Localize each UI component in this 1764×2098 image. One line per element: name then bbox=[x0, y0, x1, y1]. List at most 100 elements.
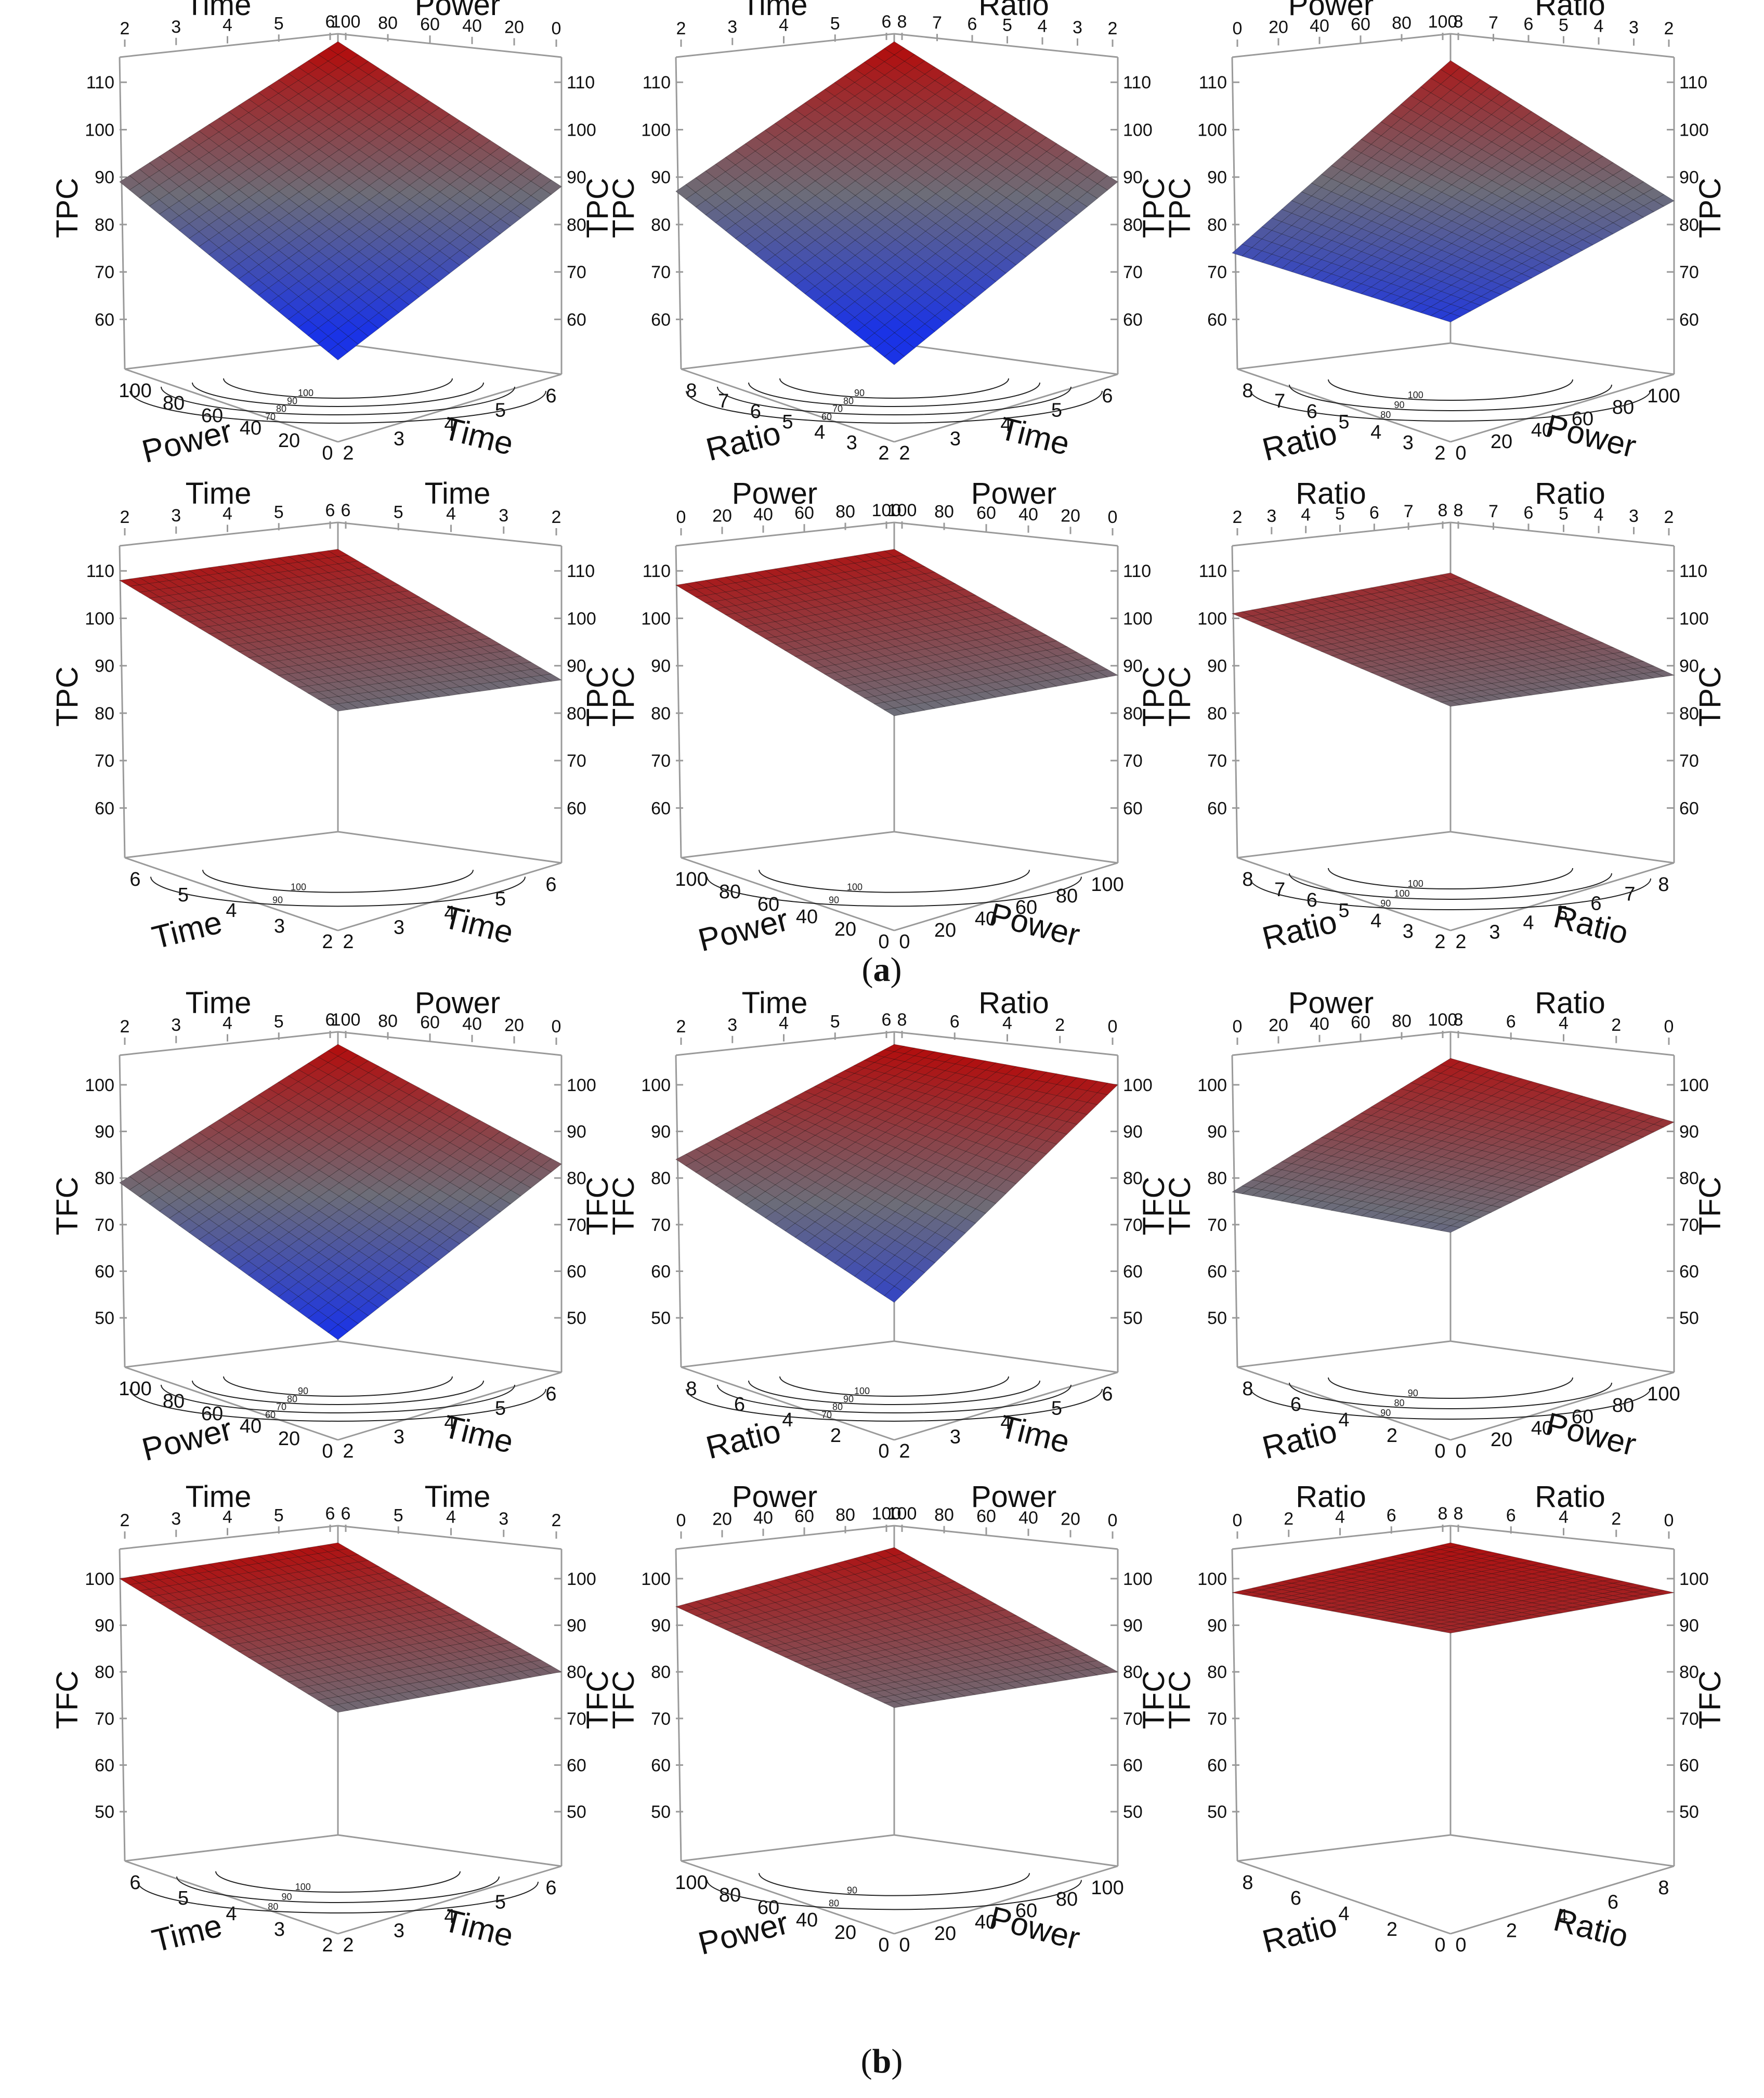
box-edge bbox=[894, 831, 1118, 864]
z-axis-title-left: TPC bbox=[607, 666, 641, 727]
box-edge bbox=[124, 831, 338, 859]
floor-tick-label-right: 20 bbox=[934, 920, 956, 941]
floor-tick-label-right: 0 bbox=[1455, 1440, 1466, 1462]
box-edge bbox=[337, 521, 562, 547]
box-edge bbox=[1237, 1340, 1451, 1368]
floor-tick-label-left: 4 bbox=[814, 422, 825, 443]
floor-tick-label-right: 6 bbox=[545, 1383, 556, 1405]
z-tick-label-left: 100 bbox=[85, 1076, 114, 1095]
contour-label: 100 bbox=[298, 388, 313, 398]
top-tick-label-left: 100 bbox=[872, 501, 901, 520]
contour-line bbox=[779, 378, 1009, 399]
top-tick-label-right: 100 bbox=[331, 12, 361, 32]
contour-line bbox=[1289, 384, 1612, 411]
floor-tick-label-right: 100 bbox=[1647, 1383, 1680, 1405]
top-tick-label-right: 2 bbox=[1611, 1015, 1621, 1035]
contour-label: 80 bbox=[1394, 1398, 1405, 1408]
contour-label: 80 bbox=[276, 404, 286, 414]
floor-tick-label-right: 8 bbox=[1658, 874, 1669, 896]
floor-tick-label-right: 3 bbox=[950, 1426, 961, 1448]
floor-tick-label-left: 6 bbox=[129, 869, 140, 890]
top-tick-label-left: 2 bbox=[676, 1017, 686, 1037]
top-right-axis-title: Ratio bbox=[978, 0, 1049, 22]
box-edge bbox=[1237, 831, 1451, 859]
z-tick-label-right: 100 bbox=[1123, 120, 1153, 140]
z-tick-label-left: 90 bbox=[1207, 168, 1227, 188]
box-edge bbox=[675, 57, 682, 370]
top-tick-label-left: 2 bbox=[1233, 507, 1243, 527]
top-tick-label-right: 7 bbox=[1488, 13, 1498, 33]
top-tick-label-left: 4 bbox=[223, 1014, 232, 1033]
z-tick-label-left: 60 bbox=[95, 1262, 114, 1282]
floor-tick-label-right: 0 bbox=[899, 931, 910, 953]
contour-label: 90 bbox=[829, 895, 839, 906]
contour-line bbox=[1250, 1387, 1651, 1420]
z-tick-label-left: 70 bbox=[651, 263, 671, 282]
top-tick-label-right: 8 bbox=[1454, 501, 1464, 520]
z-tick-label-right: 60 bbox=[1123, 310, 1143, 330]
top-tick-label-left: 100 bbox=[1428, 12, 1458, 32]
response-surface bbox=[675, 549, 1119, 716]
surface-facet bbox=[1096, 669, 1119, 677]
z-tick-label-right: 50 bbox=[1679, 1308, 1699, 1328]
top-tick-label-left: 5 bbox=[274, 1012, 284, 1031]
box-edge bbox=[124, 342, 338, 370]
z-tick-label-left: 60 bbox=[1207, 1262, 1227, 1282]
box-edge bbox=[119, 1031, 338, 1056]
floor-tick-label-left: 7 bbox=[1274, 390, 1285, 412]
top-tick-label-right: 0 bbox=[1108, 1017, 1118, 1037]
z-tick-label-left: 80 bbox=[651, 215, 671, 235]
box-edge bbox=[337, 862, 562, 932]
floor-tick-label-left: 3 bbox=[846, 432, 857, 454]
contour-label: 100 bbox=[1394, 888, 1410, 899]
floor-tick-label-right: 2 bbox=[899, 1440, 910, 1462]
z-tick-label-right: 80 bbox=[1679, 215, 1699, 235]
top-tick-label-left: 5 bbox=[830, 1012, 840, 1031]
floor-tick-label-right: 2 bbox=[343, 442, 354, 464]
contour-label: 80 bbox=[843, 396, 854, 406]
floor-tick-label-left: 6 bbox=[1290, 1394, 1301, 1415]
top-tick-label-right: 4 bbox=[1594, 505, 1604, 525]
contour-line bbox=[717, 386, 1072, 415]
top-tick-label-right: 8 bbox=[897, 12, 907, 32]
top-right-axis-title: Ratio bbox=[1535, 0, 1605, 22]
response-surface bbox=[1231, 1058, 1675, 1233]
box-edge bbox=[675, 33, 895, 58]
top-tick-label-left: 3 bbox=[1266, 506, 1276, 526]
response-surface bbox=[675, 1044, 1118, 1303]
z-tick-label-left: 70 bbox=[95, 751, 114, 771]
top-tick-label-left: 6 bbox=[325, 12, 335, 32]
floor-tick-label-right: 3 bbox=[394, 917, 404, 939]
z-axis-title-right: TPC bbox=[1693, 666, 1727, 727]
z-tick-label-right: 110 bbox=[1123, 73, 1151, 93]
floor-tick-label-right: 2 bbox=[1455, 931, 1466, 953]
floor-tick-label-right: 3 bbox=[950, 428, 961, 450]
floor-tick-label-left: 4 bbox=[226, 900, 237, 922]
z-tick-label-left: 100 bbox=[1197, 120, 1227, 140]
contour-label: 70 bbox=[832, 404, 843, 414]
z-tick-label-left: 90 bbox=[651, 168, 671, 188]
top-tick-label-left: 6 bbox=[325, 501, 335, 520]
floor-tick-label-left: 5 bbox=[1338, 900, 1349, 922]
z-axis-title-left: TPC bbox=[1163, 178, 1197, 238]
floor-tick-label-left: 2 bbox=[322, 931, 333, 953]
z-tick-label-left: 100 bbox=[1197, 1076, 1227, 1095]
floor-tick-label-left: 4 bbox=[1338, 1409, 1349, 1431]
top-tick-label-left: 8 bbox=[1438, 501, 1448, 520]
z-tick-label-left: 100 bbox=[85, 609, 114, 628]
z-tick-label-right: 100 bbox=[567, 1076, 596, 1095]
z-axis-title-right: TPC bbox=[1693, 178, 1727, 238]
surface-plot-a3: 0 20 40 60 80 100 8 7 6 5 4 3 2 60 70 80 90 100 110 60 70 80 9… bbox=[1159, 0, 1727, 468]
box-edge bbox=[1232, 33, 1451, 58]
z-tick-label-left: 70 bbox=[95, 1215, 114, 1235]
floor-tick-label-right: 4 bbox=[444, 1412, 455, 1434]
top-tick-label-left: 60 bbox=[1351, 15, 1370, 34]
floor-tick-label-left: 0 bbox=[878, 931, 889, 953]
box-edge bbox=[1450, 862, 1675, 932]
floor-tick-label-left: 2 bbox=[878, 442, 889, 464]
z-tick-label-right: 100 bbox=[567, 609, 596, 628]
floor-tick-label-left: 5 bbox=[782, 411, 793, 433]
top-tick-label-left: 40 bbox=[1310, 16, 1329, 36]
z-tick-label-left: 80 bbox=[651, 704, 671, 724]
